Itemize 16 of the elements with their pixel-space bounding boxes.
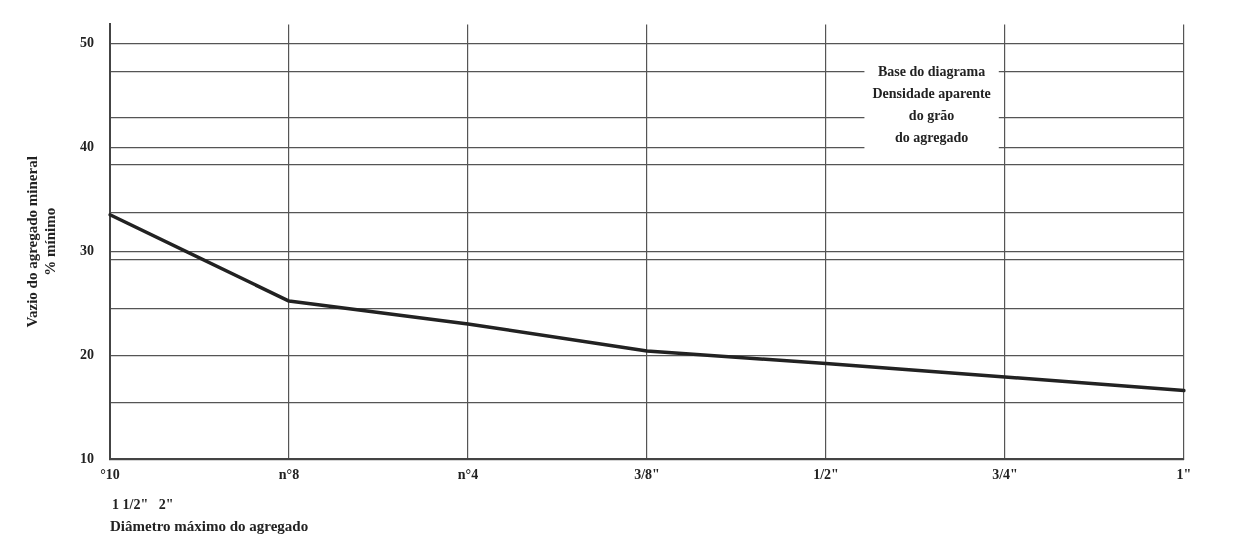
y-tick-label: 40: [80, 138, 94, 154]
x-axis-title: Diâmetro máximo do agregado: [110, 517, 309, 534]
y-tick-label: 50: [80, 34, 94, 50]
y-axis-title: Vazio do agregado mineral % mínimo: [23, 156, 58, 328]
x-tick-label: 1/2": [813, 467, 839, 483]
x-tick-label: °10: [100, 467, 120, 483]
y-tick-label: 30: [80, 242, 94, 258]
text: 1 1/2" 2": [112, 496, 174, 512]
x-tick-label: 3/4": [992, 467, 1018, 483]
x-tick-label: 1": [1176, 467, 1192, 483]
x-tick-label: n°8: [278, 467, 300, 483]
y-tick-label: 10: [80, 450, 94, 466]
annotation: Base do diagrama Densidade aparente do grão do agregado: [872, 64, 991, 146]
x-tick-label: 3/8": [634, 467, 660, 483]
y-tick-label: 20: [80, 346, 94, 362]
x-tick-label: n°4: [457, 467, 479, 483]
